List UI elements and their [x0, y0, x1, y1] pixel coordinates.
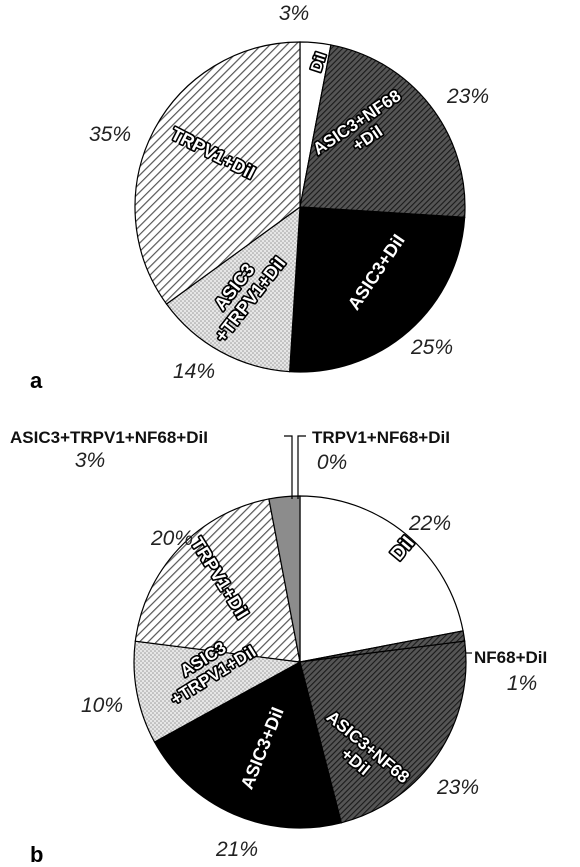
slice-label-trpv1-nf68-dii: TRPV1+NF68+DiI — [312, 428, 450, 447]
slice-percent-asic3-dii: 21% — [215, 838, 258, 861]
slice-percent-dii: 3% — [279, 2, 309, 25]
slice-percent-trpv1-nf68-dii: 0% — [317, 451, 347, 474]
panel-label-a: a — [30, 368, 43, 393]
slice-percent-trpv1-dii: 20% — [150, 527, 193, 550]
slice-percent-asic3-nf68-dii: 23% — [436, 776, 479, 799]
slice-trpv1-dii — [134, 498, 301, 663]
slice-asic3-dii — [289, 206, 466, 373]
slice-asic3-trpv1-dii — [165, 205, 301, 373]
slice-asic3-trpv1-nf68-dii — [268, 495, 301, 663]
slice-percent-asic3-dii: 25% — [410, 336, 453, 359]
slice-trpv1-dii — [134, 41, 301, 305]
panel-label-b: b — [30, 842, 43, 867]
slice-percent-nf68-dii: 1% — [507, 672, 537, 695]
slice-percent-asic3-nf68-dii: 23% — [446, 85, 489, 108]
slice-percent-asic3-trpv1-dii: 14% — [173, 360, 215, 383]
slice-dii — [299, 495, 464, 663]
slice-percent-dii: 22% — [408, 512, 451, 535]
pie-chart-a: DiI3%ASIC3+NF68+DiI23%ASIC3+DiI25%ASIC3+… — [30, 2, 489, 393]
slice-percent-asic3-trpv1-dii: 10% — [81, 694, 123, 717]
slice-label-nf68-dii: NF68+DiI — [474, 648, 547, 667]
leader-line-asic3-trpv1-nf68-dil — [284, 435, 293, 499]
slice-asic3-trpv1-dii — [133, 640, 302, 743]
slice-percent-asic3-trpv1-nf68-dii: 3% — [75, 449, 105, 472]
leader-line-trpv1-nf68-dil — [297, 435, 306, 499]
slice-asic3-dii — [153, 661, 343, 829]
slice-asic3-nf68-dii — [299, 44, 466, 218]
slice-label-asic3-trpv1-nf68-dii: ASIC3+TRPV1+NF68+DiI — [10, 428, 208, 447]
slice-percent-trpv1-dii: 35% — [89, 123, 131, 146]
pie-chart-b: DiI22%NF68+DiI1%ASIC3+NF68+DiI23%ASIC3+D… — [10, 428, 547, 867]
slice-asic3-nf68-dii — [299, 640, 467, 824]
